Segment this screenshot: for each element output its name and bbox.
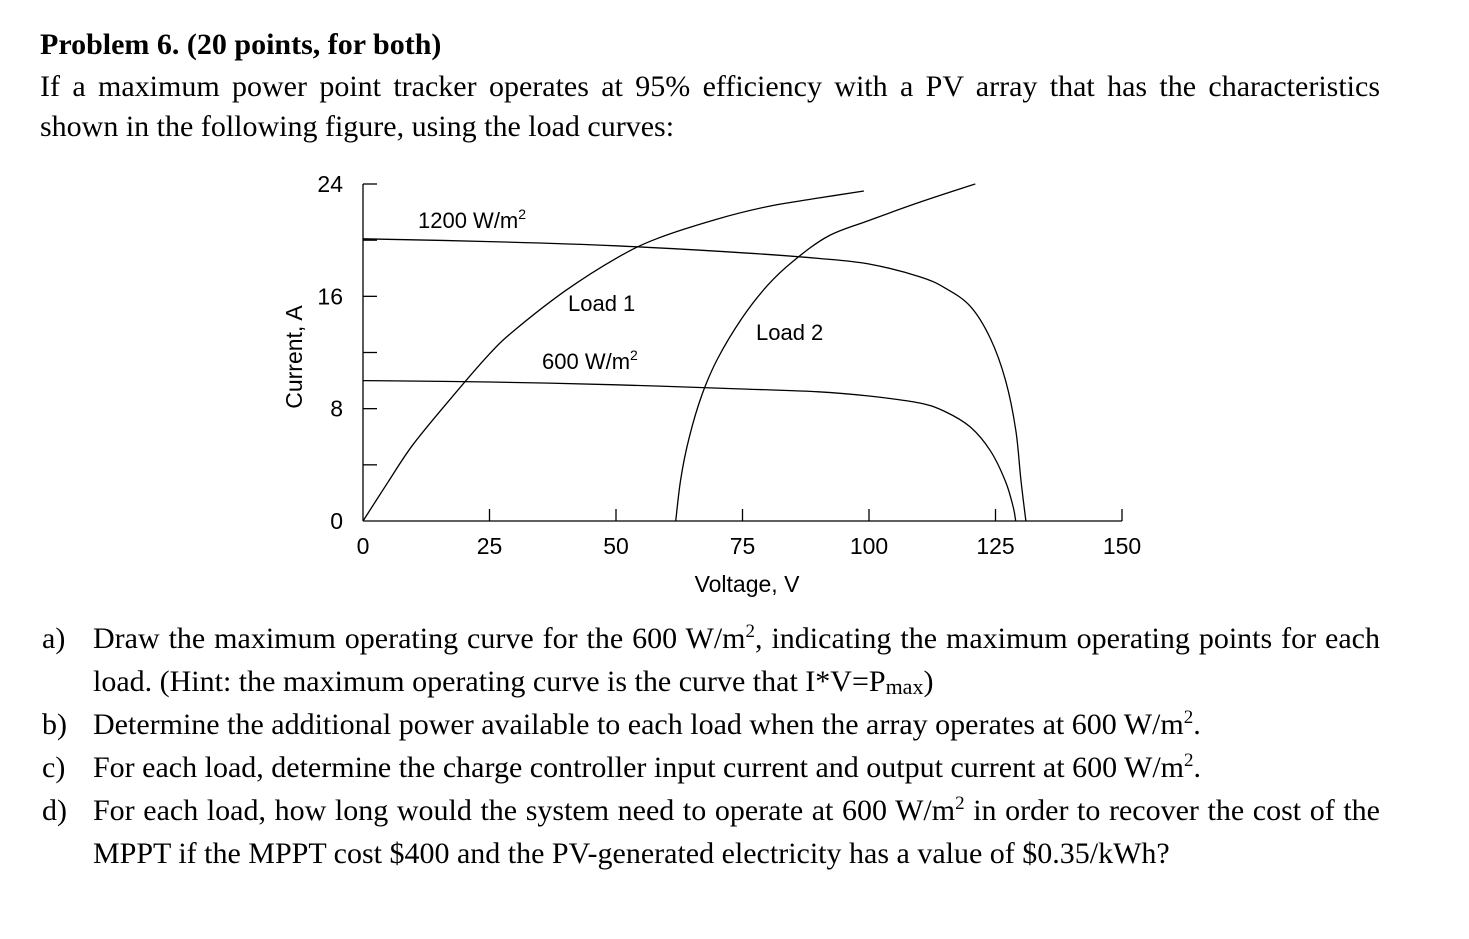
- question-a: a) Draw the maximum operating curve for …: [40, 617, 1380, 703]
- y-tick-label: 0: [330, 508, 343, 534]
- x-axis-title: Voltage, V: [695, 571, 801, 597]
- question-text: Draw the maximum operating curve for the…: [93, 622, 746, 655]
- question-letter: b): [42, 708, 67, 741]
- question-d: d) For each load, how long would the sys…: [40, 789, 1380, 875]
- problem-title: Problem 6. (20 points, for both): [40, 28, 442, 61]
- question-text: Determine the additional power available…: [93, 708, 1184, 741]
- load-2-curve: [675, 183, 976, 522]
- x-tick-label: 25: [477, 533, 503, 559]
- question-text: For each load, determine the charge cont…: [93, 751, 1185, 784]
- superscript: 2: [955, 793, 965, 814]
- problem-intro: If a maximum power point tracker operate…: [40, 70, 1380, 143]
- question-text: .: [1193, 708, 1201, 741]
- x-tick-label: 75: [730, 533, 756, 559]
- question-letter: a): [42, 622, 66, 655]
- question-text: ): [923, 665, 934, 698]
- question-letter: c): [42, 751, 66, 784]
- superscript: 2: [1184, 750, 1194, 771]
- label-load-2: Load 2: [756, 320, 823, 345]
- question-text: .: [1193, 751, 1202, 784]
- x-tick-label: 150: [1103, 533, 1141, 559]
- question-text: in order to recover the cost of the MPPT…: [93, 794, 1380, 870]
- chart-axes: [362, 183, 1123, 522]
- x-tick-label: 125: [976, 533, 1014, 559]
- iv-curve-1200: [362, 238, 1027, 522]
- load-1-curve: [362, 190, 865, 522]
- question-list: a) Draw the maximum operating curve for …: [40, 617, 1380, 875]
- question-c: c) For each load, determine the charge c…: [40, 746, 1380, 789]
- question-letter: d): [42, 794, 67, 827]
- y-axis-title: Current, A: [281, 305, 307, 409]
- superscript: 2: [1183, 707, 1194, 728]
- y-tick-label: 8: [330, 396, 343, 422]
- label-1200: 1200 W/m2: [418, 206, 526, 233]
- question-b: b) Determine the additional power availa…: [40, 703, 1380, 746]
- iv-curve-600: [362, 379, 1017, 522]
- x-tick-label: 50: [603, 533, 629, 559]
- x-tick-label: 100: [850, 533, 888, 559]
- question-text: For each load, how long would the system…: [93, 794, 956, 827]
- label-load-1: Load 1: [568, 291, 635, 316]
- chart-curves: [362, 183, 1027, 522]
- question-text: , indicating the maximum operating point…: [93, 622, 1380, 698]
- label-600: 600 W/m2: [542, 347, 638, 374]
- x-tick-label: 0: [357, 533, 370, 559]
- y-tick-label: 24: [317, 171, 343, 197]
- subscript: max: [885, 674, 924, 699]
- y-tick-label: 16: [317, 283, 343, 309]
- chart-labels: 0 25 50 75 100 125 150 0 8 16 24 Voltage, V Current,…: [281, 171, 1141, 597]
- superscript: 2: [745, 621, 756, 642]
